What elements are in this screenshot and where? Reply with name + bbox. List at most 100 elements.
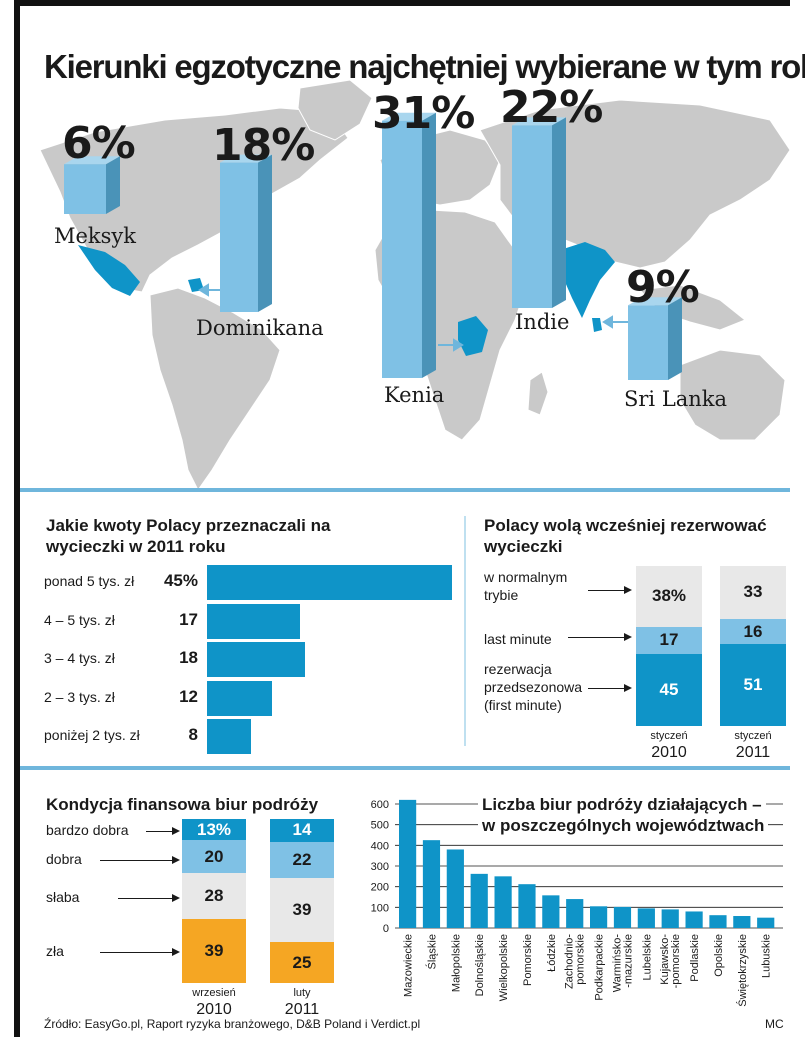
agencies-bar-7 [542,895,560,928]
agencies-category-7: Łódzkie [546,934,558,972]
finance-col1-year: 2010 [196,1001,232,1018]
booking-col2-seg3-value: 51 [743,675,763,695]
finance-col2-seg1: 14 [270,819,334,842]
agencies-ytick-6: 500 [371,820,389,832]
amount-value-2: 17 [179,609,198,629]
kenia-shape [458,316,488,356]
booking-arrow-1 [588,590,626,591]
booking-col2-month: styczeń [734,730,772,742]
mexico-shape [78,245,140,296]
finance-arrowhead-4 [172,948,180,956]
amount-value-4: 12 [179,686,198,706]
agencies-category-15: Świętokrzyskie [736,934,749,1007]
amount-bar-3 [207,642,306,677]
agencies-bar-13 [685,911,703,928]
booking-col2-seg3: 51 [720,644,786,726]
agencies-category-4: Dolnośląskie [474,934,486,996]
agencies-category-12: Kujawsko--pomorskie [659,934,682,989]
finance-col1-seg3: 28 [182,873,246,920]
amount-category-2: 4 – 5 tys. zł [44,611,115,628]
agencies-bar-3 [446,849,464,928]
amount-category-5: poniżej 2 tys. zł [44,727,140,743]
finance-col1-seg2: 20 [182,840,246,874]
dominikana-label: Dominikana [196,316,324,340]
map-bar-1 [64,156,120,214]
agencies-title-line1: Liczba biur podróży działających – [478,794,766,815]
agencies-bar-9 [590,906,608,928]
finance-col1-seg1-value: 13% [196,819,232,839]
agencies-ytick-3: 200 [371,882,389,894]
agencies-bar-8 [566,899,584,928]
frame-top-bar [14,0,790,6]
indie-label: Indie [515,310,570,334]
booking-arrowhead-2 [624,633,632,641]
finance-col1-month: wrzesień [192,987,236,999]
booking-label-1: w normalnym trybie [484,569,568,603]
agencies-category-11: Lubelskie [641,934,653,980]
finance-col2-seg2: 22 [270,841,334,879]
finance-label-4: zła [46,943,64,959]
booking-col2-seg2-value: 16 [743,621,763,641]
amounts-chart-title: Jakie kwoty Polacy przeznaczali na wycie… [46,516,331,556]
booking-arrowhead-3 [624,684,632,692]
dominikana-value: 18% [212,120,315,171]
agencies-bar-12 [661,909,679,928]
agencies-category-8: Zachodnio-pomorskie [564,934,587,989]
agencies-ytick-5: 400 [371,840,389,852]
booking-col2-seg1-value: 33 [743,582,763,602]
booking-arrow-2 [568,637,626,638]
agencies-bar-15 [733,916,751,928]
agencies-title-line2: w poszczególnych województwach [478,815,769,836]
kenia-label: Kenia [384,383,445,407]
finance-col1-seg1: 13% [182,819,246,841]
booking-col1-seg2-value: 17 [659,630,679,650]
agencies-category-2: Śląskie [425,934,438,969]
agencies-bar-10 [613,906,632,928]
agencies-category-5: Wielkopolskie [498,934,510,1001]
frame-left-bar [14,0,20,1037]
agencies-category-16: Lubuskie [761,934,773,978]
finance-col1-seg4: 39 [182,919,246,983]
agencies-bar-4 [470,873,488,928]
agencies-category-6: Pomorskie [522,934,534,986]
finance-col2-seg4: 25 [270,942,334,983]
finance-col1-seg2-value: 20 [204,846,224,866]
agencies-ytick-1: 0 [383,923,389,935]
agencies-bar-1 [399,799,417,928]
agencies-bar-16 [757,917,775,928]
srilanka-shape [592,318,602,332]
finance-col2-seg2-value: 22 [292,849,312,869]
map-bars [64,112,682,380]
booking-col2-seg2: 16 [720,618,786,645]
amount-value-1: 45% [163,571,198,590]
finance-arrow-4 [100,952,172,953]
finance-col2-year: 2011 [284,1001,320,1018]
finance-col2-seg3: 39 [270,878,334,942]
finance-col1-seg3-value: 28 [204,886,224,906]
divider-2 [20,766,790,770]
finance-col2-month: luty [293,987,311,999]
booking-label-3: rezerwacja przedsezonowa (first minute) [484,661,583,713]
finance-label-3: słaba [46,889,80,905]
agencies-bar-2 [422,840,441,928]
finance-label-2: dobra [46,851,82,867]
booking-col1-month: styczeń [650,730,688,742]
page-title: Kierunki egzotyczne najchętniej wybieran… [44,48,805,85]
booking-col1-seg3: 45 [636,654,702,726]
finance-col2-seg4-value: 25 [292,952,312,972]
finance-col2-seg3-value: 39 [292,900,312,919]
srilanka-value: 9% [626,262,700,313]
vertical-divider-1 [464,516,466,746]
meksyk-label: Meksyk [54,224,137,248]
amount-bar-5 [207,719,251,754]
agencies-ytick-7: 600 [371,799,389,811]
meksyk-value: 6% [62,118,136,169]
amount-bar-4 [207,680,273,716]
booking-arrow-3 [588,688,626,689]
booking-col1-seg2: 17 [636,626,702,654]
indie-shape [560,242,615,318]
dominikana-shape [188,278,204,292]
indie-value: 22% [500,82,603,133]
divider-1 [20,488,790,492]
agencies-category-3: Małopolskie [450,934,462,992]
